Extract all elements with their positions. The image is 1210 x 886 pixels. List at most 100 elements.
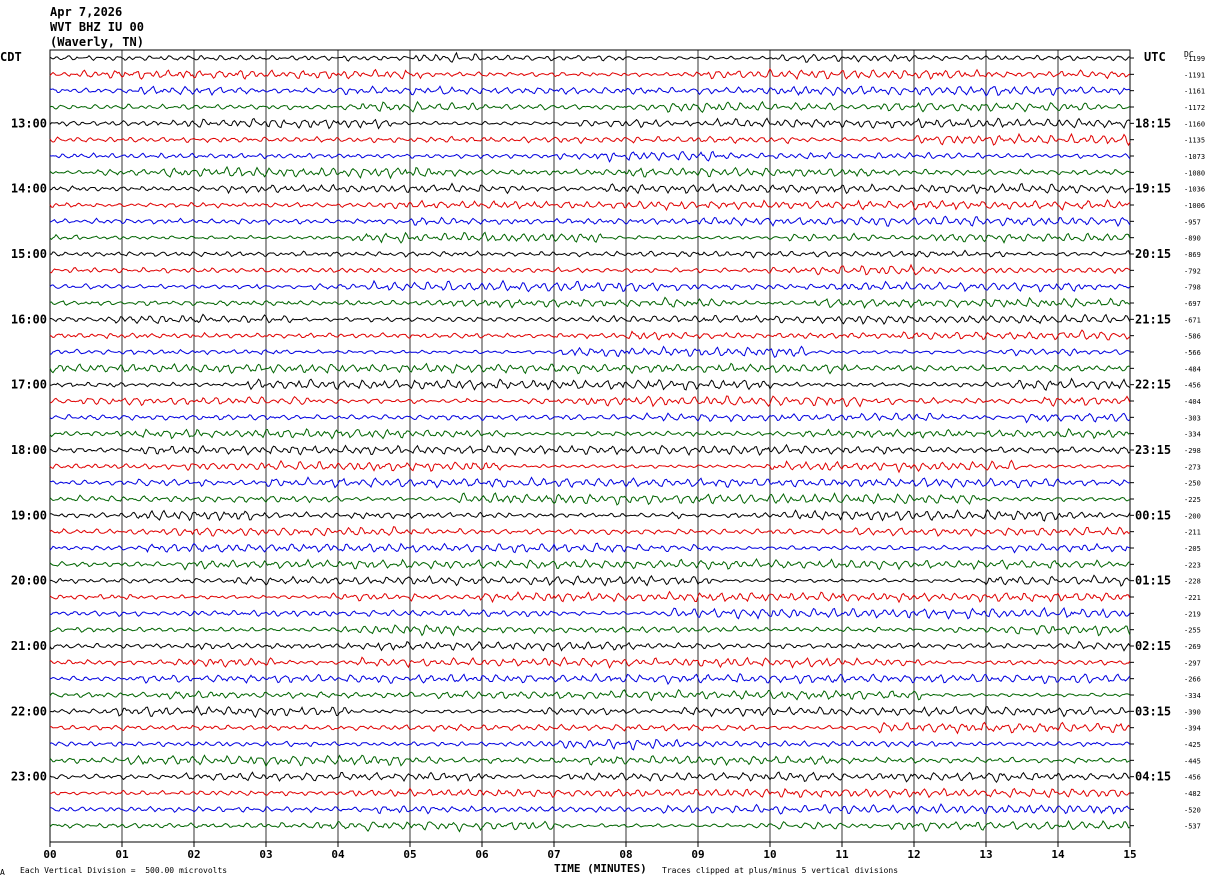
dc-offset-label: -1191 [1184, 71, 1205, 79]
seismic-trace [49, 249, 1131, 259]
dc-offset-label: -250 [1184, 480, 1201, 488]
dc-offset-label: -671 [1184, 316, 1201, 324]
dc-offset-label: -566 [1184, 349, 1201, 357]
seismic-trace [49, 231, 1131, 244]
dc-offset-label: -223 [1184, 561, 1201, 569]
dc-offset-label: -269 [1184, 643, 1201, 651]
seismic-trace [49, 345, 1131, 358]
utc-hour-label: 01:15 [1135, 574, 1171, 588]
seismic-trace [49, 819, 1131, 833]
x-tick-label: 10 [763, 848, 776, 861]
x-tick-label: 08 [619, 848, 632, 861]
seismic-trace [49, 606, 1131, 620]
utc-hour-label: 20:15 [1135, 247, 1171, 261]
seismic-trace [49, 100, 1131, 113]
left-axis-title: CDT [0, 50, 22, 64]
cdt-hour-label: 22:00 [11, 704, 47, 718]
seismic-trace [49, 542, 1131, 554]
dc-offset-label: -221 [1184, 594, 1201, 602]
dc-offset-label: -200 [1184, 512, 1201, 520]
seismic-trace [49, 150, 1131, 163]
cdt-hour-label: 17:00 [11, 378, 47, 392]
seismic-trace [49, 459, 1131, 474]
seismic-trace [49, 803, 1131, 815]
seismic-trace [49, 296, 1131, 309]
seismic-trace [49, 443, 1131, 457]
seismic-trace [49, 771, 1131, 784]
cdt-hour-label: 21:00 [11, 639, 47, 653]
dc-offset-label: -255 [1184, 627, 1201, 635]
dc-offset-label: -456 [1184, 774, 1201, 782]
x-tick-label: 07 [547, 848, 560, 861]
seismic-trace [49, 412, 1131, 424]
dc-offset-label: -1172 [1184, 104, 1205, 112]
x-tick-label: 00 [43, 848, 56, 861]
dc-offset-label: -869 [1184, 251, 1201, 259]
corner-mark: A [0, 868, 5, 877]
dc-offset-label: -537 [1184, 823, 1201, 831]
dc-offset-label: -445 [1184, 757, 1201, 765]
clip-note: Traces clipped at plus/minus 5 vertical … [662, 866, 899, 875]
seismic-trace [49, 754, 1131, 768]
dc-offset-label: -211 [1184, 529, 1201, 537]
seismic-trace [49, 313, 1131, 326]
seismic-trace [49, 787, 1131, 799]
dc-offset-label: -1161 [1184, 88, 1205, 96]
dc-offset-label: -334 [1184, 692, 1201, 700]
seismic-trace [49, 738, 1131, 751]
dc-offset-label: -1073 [1184, 153, 1205, 161]
dc-offset-label: -482 [1184, 790, 1201, 798]
dc-offset-label: -890 [1184, 235, 1201, 243]
seismic-trace [49, 377, 1131, 391]
cdt-hour-label: 14:00 [11, 182, 47, 196]
plot-date: Apr 7,2026 [50, 5, 123, 19]
plot-frame [49, 49, 1131, 843]
dc-offset-label: -1036 [1184, 186, 1205, 194]
x-tick-label: 11 [835, 848, 849, 861]
seismic-trace [49, 656, 1131, 669]
seismic-trace [49, 557, 1131, 571]
x-tick-label: 04 [331, 848, 345, 861]
dc-offset-label: -798 [1184, 284, 1201, 292]
seismic-trace [49, 362, 1131, 375]
dc-offset-label: -266 [1184, 676, 1201, 684]
dc-offset-label: -456 [1184, 382, 1201, 390]
seismic-trace [49, 199, 1131, 212]
dc-offset-label: -219 [1184, 610, 1201, 618]
dc-offset-label: -1080 [1184, 169, 1205, 177]
seismic-trace [49, 428, 1131, 440]
utc-hour-label: 23:15 [1135, 443, 1171, 457]
utc-hour-label: 02:15 [1135, 639, 1171, 653]
station-code: WVT BHZ IU 00 [50, 20, 144, 34]
dc-offset-label: -298 [1184, 447, 1201, 455]
seismic-trace [50, 509, 1131, 522]
seismic-trace [49, 624, 1131, 637]
seismic-trace [49, 165, 1131, 180]
dc-offset-label: -792 [1184, 267, 1201, 275]
dc-offset-label: -1006 [1184, 202, 1205, 210]
dc-offset-label: -1135 [1184, 137, 1205, 145]
seismic-trace [49, 329, 1131, 341]
scale-note: Each Vertical Division = 500.00 microvol… [20, 866, 228, 875]
seismic-trace [49, 132, 1131, 147]
cdt-hour-label: 18:00 [11, 443, 47, 457]
x-tick-label: 05 [403, 848, 416, 861]
dc-offset-label: -520 [1184, 806, 1201, 814]
x-tick-label: 12 [907, 848, 920, 861]
x-tick-label: 09 [691, 848, 704, 861]
seismic-trace [49, 640, 1131, 652]
seismic-trace [49, 476, 1131, 489]
dc-offset-label: -390 [1184, 708, 1201, 716]
dc-offset-label: -273 [1184, 463, 1201, 471]
dc-offset-label: -425 [1184, 741, 1201, 749]
utc-hour-label: 04:15 [1135, 770, 1171, 784]
seismic-trace [49, 51, 1131, 63]
seismic-trace [49, 672, 1131, 686]
seismic-trace [49, 590, 1131, 604]
seismic-trace [49, 67, 1131, 81]
cdt-hour-label: 16:00 [11, 312, 47, 326]
x-tick-label: 02 [187, 848, 200, 861]
station-location: (Waverly, TN) [50, 35, 144, 49]
dc-offset-label: -334 [1184, 431, 1201, 439]
